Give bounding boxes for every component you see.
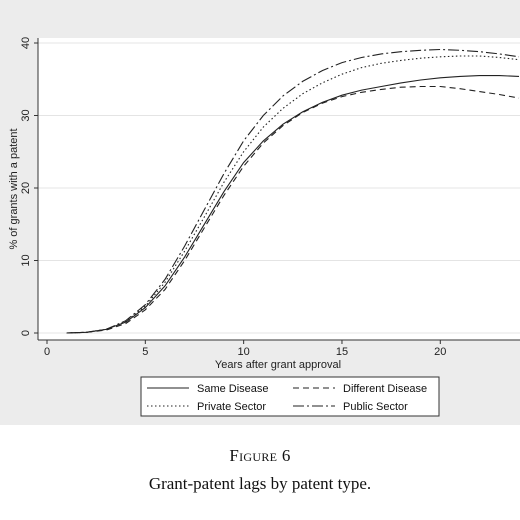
figure-caption: Grant-patent lags by patent type. — [148, 474, 372, 493]
gridlines — [38, 42, 520, 334]
x-tick-label: 15 — [336, 346, 348, 358]
legend-label: Public Sector — [343, 401, 408, 413]
y-tick-label: 20 — [20, 182, 32, 194]
y-tick-label: 0 — [20, 330, 32, 336]
legend-box — [140, 376, 440, 417]
series-lines — [66, 48, 520, 334]
series-line-public-sector — [66, 48, 520, 334]
legend-label: Different Disease — [343, 383, 427, 395]
line-chart: 0 10 20 30 40 0 5 10 15 20 Years after grant appr… — [8, 37, 520, 417]
series-line-private-sector — [66, 55, 520, 334]
x-tick-label: 10 — [238, 346, 250, 358]
series-line-different-disease — [66, 85, 520, 334]
legend-label: Private Sector — [197, 401, 266, 413]
series-line-same-disease — [66, 75, 520, 334]
legend: Same Disease Different Disease Private Sec… — [140, 376, 440, 417]
x-tick-label: 5 — [142, 346, 148, 358]
plot-area — [38, 38, 520, 340]
axis-ticks: 0 10 20 30 40 0 5 10 15 20 — [20, 37, 446, 358]
y-tick-label: 10 — [20, 254, 32, 266]
figure-label: Figure 6 — [229, 446, 291, 465]
y-axis-label: % of grants with a patent — [8, 128, 20, 249]
y-tick-label: 30 — [20, 109, 32, 121]
x-axis-label: Years after grant approval — [215, 359, 341, 371]
x-tick-label: 20 — [434, 346, 446, 358]
x-tick-label: 0 — [44, 346, 50, 358]
y-tick-label: 40 — [20, 37, 32, 49]
legend-label: Same Disease — [197, 383, 269, 395]
